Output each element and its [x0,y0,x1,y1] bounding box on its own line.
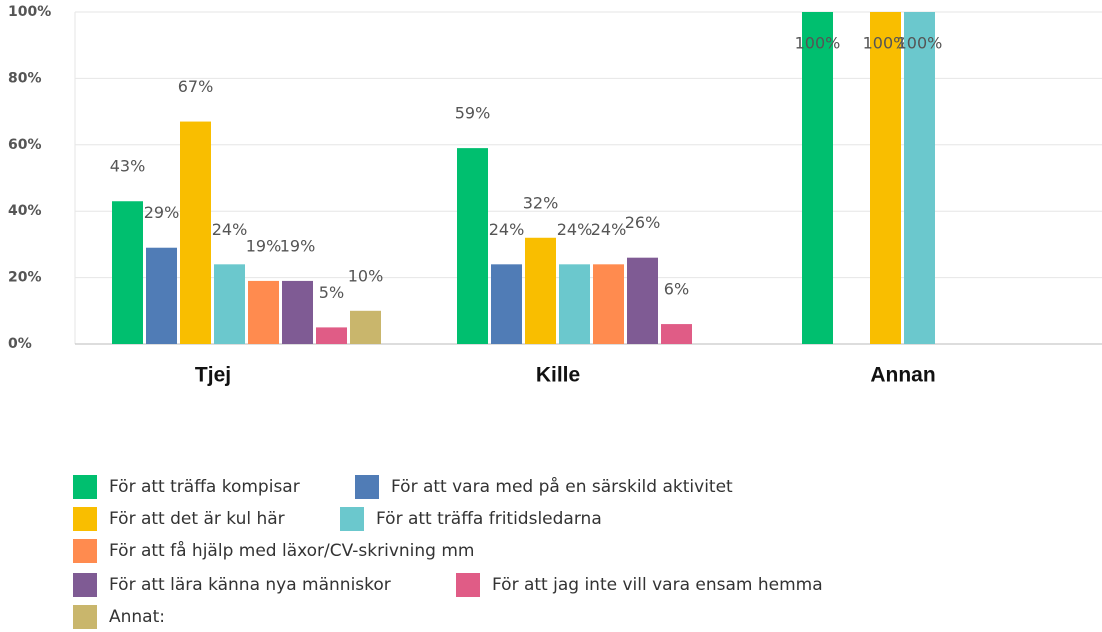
bar [870,12,901,344]
bar [525,237,556,344]
legend-swatch [73,507,97,531]
x-tick-label: Kille [536,364,580,387]
bar [559,264,590,344]
legend-label: För att träffa kompisar [109,477,300,497]
value-label: 100% [795,34,841,53]
legend-label: För att träffa fritidsledarna [376,509,602,529]
bar [593,264,624,344]
legend-label: För att få hjälp med läxor/CV-skrivning … [109,540,474,561]
bar [802,12,833,344]
y-tick-label: 0% [8,336,32,352]
value-label: 6% [664,280,689,299]
value-label: 10% [348,266,384,285]
value-label: 100% [863,34,909,53]
legend-label: För att det är kul här [109,509,285,529]
y-tick-label: 80% [8,70,42,86]
bar [146,247,177,344]
legend-label: Annat: [109,607,165,627]
legend-swatch [355,475,379,499]
legend-label: För att vara med på en särskild aktivite… [391,476,733,497]
y-tick-label: 20% [8,270,42,286]
bar [457,148,488,344]
bar [248,280,279,344]
value-label: 24% [591,220,627,239]
bar [350,310,381,344]
bar [112,201,143,344]
bar [180,121,211,344]
value-label: 24% [489,220,525,239]
x-tick-label: Tjej [195,364,231,387]
bar [282,280,313,344]
value-label: 19% [246,236,282,255]
value-label: 43% [110,157,146,176]
value-label: 29% [144,203,180,222]
legend-swatch [456,573,480,597]
legend-label: För att jag inte vill vara ensam hemma [492,575,823,595]
bar [491,264,522,344]
value-label: 67% [178,77,214,96]
value-label: 26% [625,213,661,232]
bar [904,12,935,344]
legend-swatch [73,539,97,563]
legend-swatch [73,573,97,597]
y-tick-label: 100% [8,4,51,20]
value-label: 100% [897,34,943,53]
y-tick-label: 60% [8,137,42,153]
value-label: 19% [280,236,316,255]
y-tick-label: 40% [8,203,42,219]
legend-swatch [73,475,97,499]
value-label: 59% [455,104,491,123]
x-tick-label: Annan [870,364,935,387]
legend-label: För att lära känna nya människor [109,575,391,595]
value-label: 32% [523,193,559,212]
legend-swatch [73,605,97,629]
bar [661,324,692,344]
value-label: 24% [557,220,593,239]
bar [627,257,658,344]
bar [214,264,245,344]
legend-swatch [340,507,364,531]
bar [316,327,347,344]
value-label: 5% [319,283,344,302]
value-label: 24% [212,220,248,239]
